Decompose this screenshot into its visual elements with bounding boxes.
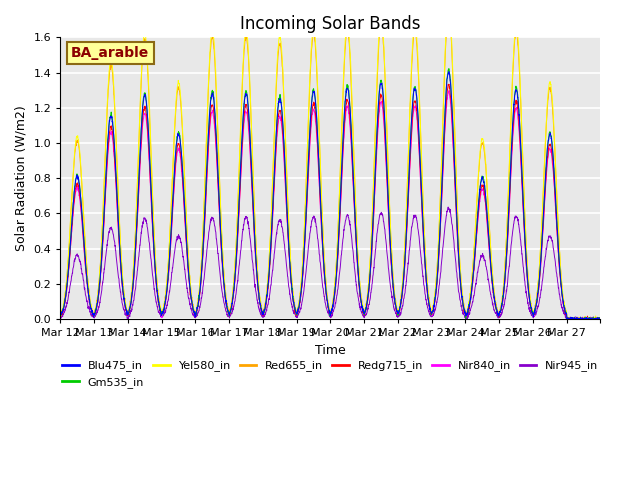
Yel580_in bbox=[445, 0, 452, 6]
Nir840_in bbox=[524, 280, 531, 286]
Title: Incoming Solar Bands: Incoming Solar Bands bbox=[240, 15, 420, 33]
Gm535_in bbox=[524, 276, 531, 281]
Y-axis label: Solar Radiation (W/m2): Solar Radiation (W/m2) bbox=[15, 105, 28, 251]
Gm535_in bbox=[227, 307, 235, 312]
Nir840_in bbox=[589, 315, 597, 321]
Yel580_in bbox=[56, 312, 64, 317]
Redg715_in bbox=[589, 316, 597, 322]
Redg715_in bbox=[56, 312, 64, 318]
Nir945_in bbox=[461, 316, 469, 322]
Nir945_in bbox=[589, 316, 597, 322]
Gm535_in bbox=[596, 316, 604, 322]
Gm535_in bbox=[493, 308, 500, 314]
Line: Yel580_in: Yel580_in bbox=[60, 3, 600, 319]
Blu475_in bbox=[493, 307, 500, 313]
Red655_in bbox=[589, 316, 597, 322]
Redg715_in bbox=[363, 305, 371, 311]
Gm535_in bbox=[589, 316, 597, 322]
Nir840_in bbox=[111, 155, 118, 160]
Legend: Blu475_in, Gm535_in, Yel580_in, Red655_in, Redg715_in, Nir840_in, Nir945_in: Blu475_in, Gm535_in, Yel580_in, Red655_i… bbox=[58, 356, 603, 392]
Nir945_in bbox=[363, 311, 371, 316]
Red655_in bbox=[596, 315, 604, 321]
Nir840_in bbox=[227, 308, 235, 313]
Gm535_in bbox=[445, 66, 452, 72]
Redg715_in bbox=[563, 316, 571, 322]
Redg715_in bbox=[227, 305, 235, 311]
Yel580_in bbox=[589, 316, 597, 322]
Yel580_in bbox=[363, 299, 371, 305]
Line: Nir945_in: Nir945_in bbox=[60, 207, 600, 319]
Nir945_in bbox=[493, 312, 501, 318]
Gm535_in bbox=[56, 312, 64, 317]
Red655_in bbox=[56, 313, 64, 319]
Line: Gm535_in: Gm535_in bbox=[60, 69, 600, 319]
Blu475_in bbox=[363, 303, 371, 309]
Nir840_in bbox=[563, 316, 571, 322]
Nir840_in bbox=[445, 88, 452, 94]
Nir840_in bbox=[596, 315, 604, 321]
Yel580_in bbox=[524, 264, 531, 270]
Nir840_in bbox=[56, 312, 64, 318]
Redg715_in bbox=[493, 310, 500, 315]
Line: Redg715_in: Redg715_in bbox=[60, 84, 600, 319]
Blu475_in bbox=[445, 69, 452, 74]
Nir945_in bbox=[596, 315, 604, 321]
Yel580_in bbox=[493, 306, 500, 312]
Nir840_in bbox=[363, 304, 371, 310]
Line: Nir840_in: Nir840_in bbox=[60, 91, 600, 319]
Red655_in bbox=[227, 306, 235, 312]
Blu475_in bbox=[524, 274, 531, 280]
X-axis label: Time: Time bbox=[315, 344, 346, 357]
Gm535_in bbox=[563, 316, 571, 322]
Line: Blu475_in: Blu475_in bbox=[60, 72, 600, 319]
Blu475_in bbox=[111, 142, 118, 147]
Redg715_in bbox=[111, 151, 118, 156]
Text: BA_arable: BA_arable bbox=[71, 46, 149, 60]
Nir945_in bbox=[444, 204, 452, 210]
Nir945_in bbox=[56, 313, 64, 319]
Redg715_in bbox=[524, 276, 531, 282]
Red655_in bbox=[111, 97, 118, 103]
Red655_in bbox=[445, 8, 452, 13]
Redg715_in bbox=[445, 82, 452, 87]
Redg715_in bbox=[596, 316, 604, 322]
Nir945_in bbox=[111, 238, 118, 243]
Nir840_in bbox=[493, 308, 500, 314]
Gm535_in bbox=[363, 302, 371, 308]
Yel580_in bbox=[111, 91, 118, 97]
Blu475_in bbox=[589, 316, 597, 322]
Red655_in bbox=[363, 300, 371, 305]
Line: Red655_in: Red655_in bbox=[60, 11, 600, 319]
Nir945_in bbox=[524, 300, 531, 306]
Blu475_in bbox=[596, 316, 604, 322]
Yel580_in bbox=[596, 315, 604, 321]
Yel580_in bbox=[563, 316, 571, 322]
Gm535_in bbox=[111, 140, 118, 145]
Yel580_in bbox=[227, 304, 235, 310]
Blu475_in bbox=[563, 316, 571, 322]
Red655_in bbox=[563, 316, 571, 322]
Red655_in bbox=[524, 265, 531, 271]
Blu475_in bbox=[56, 313, 64, 319]
Blu475_in bbox=[227, 306, 235, 312]
Nir945_in bbox=[227, 312, 235, 317]
Red655_in bbox=[493, 305, 500, 311]
